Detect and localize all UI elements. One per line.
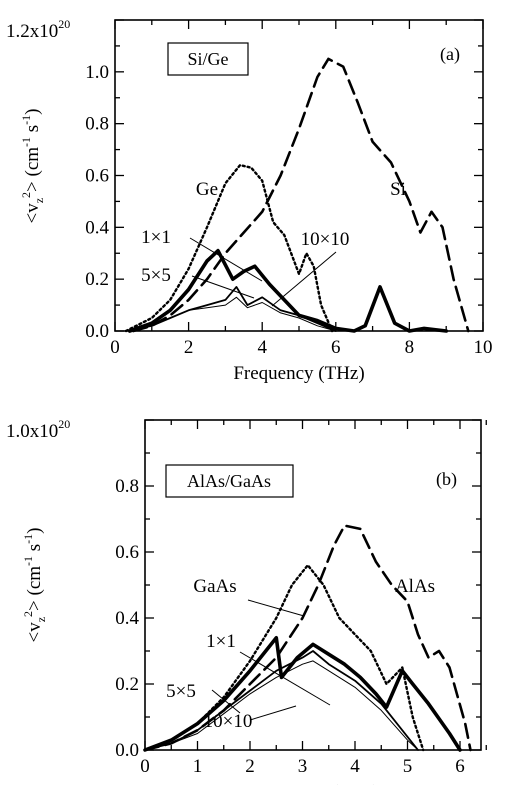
system-label-box [165, 464, 294, 498]
x-tick-label: 2 [184, 337, 194, 358]
annotation-label: 5×5 [166, 681, 196, 702]
y-axis-label-part: -1 [21, 556, 35, 566]
annotation-leader [249, 705, 297, 721]
y-tick-label: 0.2 [85, 269, 109, 290]
series-line-gaas [143, 564, 425, 752]
series-line-55 [144, 650, 419, 751]
y-axis-label-part: z [32, 198, 46, 203]
y-axis-label-part: 2 [21, 611, 35, 617]
y-axis-label-part: -1 [19, 137, 33, 147]
x-tick-label: 2 [245, 756, 255, 777]
annotation-leader [189, 237, 263, 282]
x-tick-label: 4 [257, 337, 267, 358]
y-tick-label: 0.2 [115, 674, 139, 695]
y-tick-label: 0.4 [85, 217, 109, 238]
annotation-label: 5×5 [141, 265, 171, 286]
panel-b: 0 1 2 3 4 5 6 0.0 0.2 0.4 0.6 0.8 1.0x1020 Frequency … [6, 417, 487, 785]
series-line-alas [143, 524, 472, 752]
annotation-label: 1×1 [206, 631, 236, 652]
x-axis-label: Frequency (THz) [247, 782, 378, 785]
y-top-mantissa: 1.2x10 [6, 21, 58, 42]
series-line-si [132, 57, 470, 333]
y-axis-label: <vz2> (cm-1 s-1) [19, 108, 46, 223]
series-line-1010 [129, 296, 337, 332]
panel-label: (a) [440, 44, 460, 65]
x-tick-label: 5 [403, 756, 413, 777]
y-axis-label-part: z [34, 617, 48, 622]
system-label: AlAs/GaAs [187, 471, 271, 491]
annotation-leader [211, 689, 241, 714]
y-axis-label: <vz2> (cm-1 s-1) [21, 527, 48, 642]
annotation-label: AlAs [395, 576, 435, 597]
panel-label: (b) [436, 469, 457, 490]
y-tick-label: 0.6 [115, 542, 139, 563]
y-top-exponent: 20 [58, 17, 70, 31]
x-tick-label: 1 [193, 756, 203, 777]
annotation-leader [191, 275, 255, 299]
panel-a: 0 2 4 6 8 10 0.0 0.2 0.4 0.6 0.8 1.0 1.2x1020 Frequen… [6, 17, 493, 384]
annotation-label: GaAs [193, 576, 236, 597]
system-label-box [167, 42, 249, 76]
series-line-ge [124, 163, 334, 333]
x-axis-label: Frequency (THz) [233, 363, 364, 384]
y-axis-label-part: > (cm [24, 566, 45, 611]
y-tick-label: 0.0 [115, 740, 139, 761]
x-tick-label: 0 [140, 756, 150, 777]
y-top-mantissa: 1.0x10 [6, 421, 58, 442]
y-axis-label-part: s [24, 544, 45, 556]
x-tick-label: 6 [455, 756, 465, 777]
series-line-1010 [144, 660, 419, 751]
annotation-leader [247, 599, 305, 617]
series-line-11 [143, 636, 462, 752]
x-tick-label: 10 [474, 337, 493, 358]
y-axis-label-part: 2 [19, 192, 33, 198]
y-axis-label-part: <v [22, 203, 43, 224]
x-tick-label: 4 [350, 756, 360, 777]
x-tick-label: 8 [405, 337, 415, 358]
x-tick-label: 6 [331, 337, 341, 358]
y-tick-label: 1.0 [85, 62, 109, 83]
annotation-label: 10×10 [301, 229, 350, 250]
y-top-exponent: 20 [58, 417, 70, 431]
x-tick-label: 0 [110, 337, 120, 358]
y-axis-label-part: <v [24, 622, 45, 643]
annotation-label: Si [390, 179, 406, 200]
y-axis-label-part: ) [24, 527, 45, 533]
y-tick-label: 0.6 [85, 166, 109, 187]
y-tick-label: 0.4 [115, 608, 139, 629]
system-label: Si/Ge [187, 49, 228, 69]
x-tick-label: 3 [298, 756, 308, 777]
y-axis-label-part: -1 [19, 115, 33, 125]
y-tick-label: 0.8 [85, 114, 109, 135]
y-axis-label-part: -1 [21, 534, 35, 544]
y-tick-label: 0.0 [85, 321, 109, 342]
y-axis-label-part: s [22, 125, 43, 137]
annotation-leader [239, 651, 331, 706]
y-axis-label-part: ) [22, 108, 43, 114]
series-line-11 [127, 248, 448, 333]
y-tick-label: 0.8 [115, 476, 139, 497]
y-top-label: 1.2x1020 [6, 17, 70, 42]
annotation-label: 1×1 [141, 227, 171, 248]
y-top-label: 1.0x1020 [6, 417, 70, 442]
y-axis-label-part: > (cm [22, 147, 43, 192]
annotation-label: 10×10 [204, 711, 253, 732]
annotation-leader [271, 251, 337, 307]
annotation-label: Ge [196, 179, 218, 200]
